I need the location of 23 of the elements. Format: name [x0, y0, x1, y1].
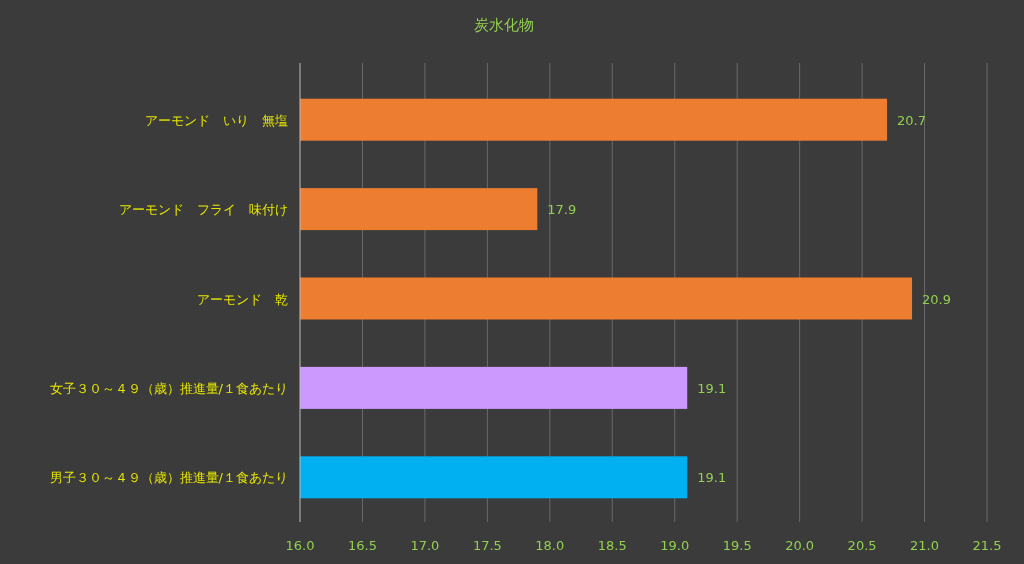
data-label: 19.1: [697, 470, 727, 486]
y-tick-label: アーモンド いり 無塩: [145, 112, 288, 128]
x-tick-label: 19.5: [722, 538, 752, 553]
x-tick-label: 16.5: [347, 538, 377, 553]
x-tick-label: 17.5: [472, 538, 502, 553]
x-tick-label: 16.0: [285, 538, 315, 553]
y-tick-label: 女子３０～４９（歳）推進量/１食あたり: [49, 380, 288, 396]
chart-title: 炭水化物: [473, 16, 534, 34]
y-tick-label: アーモンド フライ 味付け: [119, 202, 288, 218]
x-tick-label: 18.0: [535, 538, 565, 553]
x-tick-label: 19.0: [660, 538, 690, 553]
x-tick-label: 20.5: [847, 538, 877, 553]
x-tick-label: 17.0: [410, 538, 440, 553]
data-label: 20.9: [922, 291, 952, 307]
data-label: 20.7: [897, 112, 927, 128]
data-label: 19.1: [697, 380, 727, 396]
x-tick-label: 20.0: [785, 538, 815, 553]
x-tick-label: 21.5: [972, 538, 1002, 553]
data-label: 17.9: [547, 202, 577, 218]
y-tick-label: アーモンド 乾: [197, 291, 288, 307]
x-tick-label: 21.0: [910, 538, 940, 553]
y-tick-label: 男子３０～４９（歳）推進量/１食あたり: [49, 470, 288, 486]
x-tick-label: 18.5: [597, 538, 627, 553]
